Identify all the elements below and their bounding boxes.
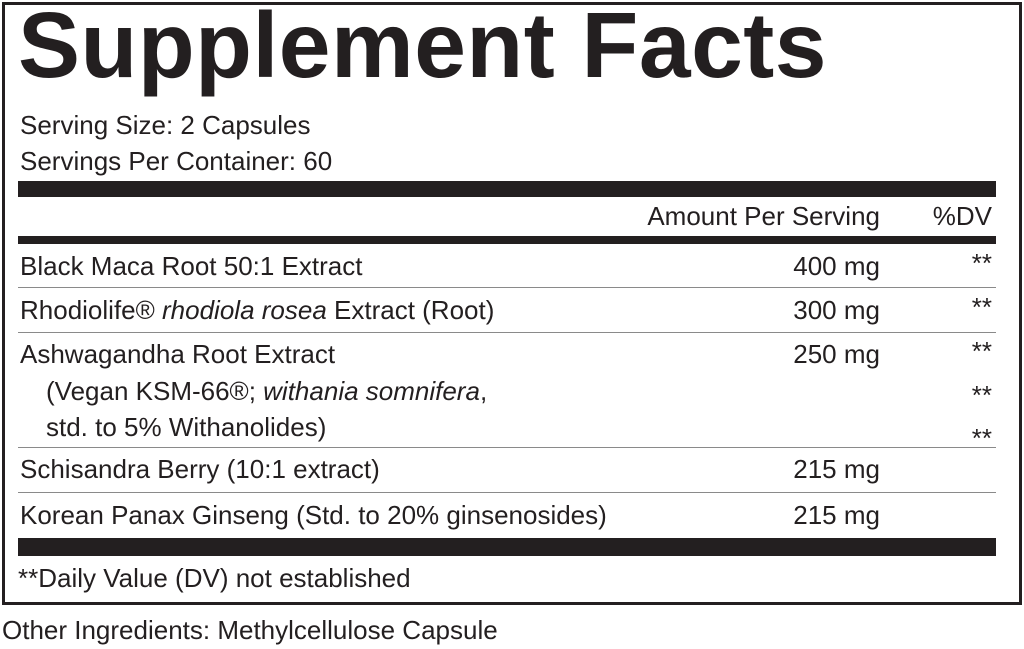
- ingredient-amount: 215 mg: [793, 500, 880, 530]
- row-divider: [18, 447, 996, 448]
- ingredient-detail: (Vegan KSM-66®; withania somnifera,: [46, 376, 487, 406]
- ingredient-detail: std. to 5% Withanolides): [46, 412, 327, 442]
- detail-italic: withania somnifera: [263, 376, 480, 406]
- ingredient-amount: 400 mg: [793, 251, 880, 281]
- name-italic: rhodiola rosea: [162, 295, 327, 325]
- thick-divider: [18, 538, 996, 556]
- ingredient-dv: **: [971, 248, 992, 278]
- ingredient-name: Ashwagandha Root Extract: [20, 339, 336, 369]
- supplement-facts-panel: [2, 2, 1022, 605]
- row-divider: [18, 492, 996, 493]
- medium-divider: [18, 236, 996, 244]
- ingredient-amount: 300 mg: [793, 295, 880, 325]
- ingredient-amount: 250 mg: [793, 339, 880, 369]
- ingredient-dv: **: [971, 380, 992, 410]
- row-divider: [18, 332, 996, 333]
- other-ingredients: Other Ingredients: Methylcellulose Capsu…: [2, 615, 498, 645]
- ingredient-name: Rhodiolife® rhodiola rosea Extract (Root…: [20, 295, 494, 325]
- servings-per-container: Servings Per Container: 60: [20, 146, 333, 176]
- detail-part: (Vegan KSM-66®;: [46, 376, 264, 406]
- serving-size: Serving Size: 2 Capsules: [20, 110, 311, 140]
- thick-divider: [18, 181, 996, 197]
- row-divider: [18, 287, 996, 288]
- ingredient-amount: 215 mg: [793, 454, 880, 484]
- dv-header: %DV: [932, 201, 992, 231]
- panel-title: Supplement Facts: [18, 0, 827, 97]
- ingredient-name: Black Maca Root 50:1 Extract: [20, 251, 363, 281]
- detail-part: ,: [479, 376, 488, 406]
- ingredient-name: Schisandra Berry (10:1 extract): [20, 454, 380, 484]
- footnote: **Daily Value (DV) not established: [18, 563, 411, 593]
- ingredient-dv: **: [971, 423, 992, 453]
- name-part: Extract (Root): [326, 295, 495, 325]
- amount-header: Amount Per Serving: [647, 201, 880, 231]
- name-part: Rhodiolife®: [20, 295, 163, 325]
- ingredient-dv: **: [971, 292, 992, 322]
- ingredient-name: Korean Panax Ginseng (Std. to 20% ginsen…: [20, 500, 607, 530]
- ingredient-dv: **: [971, 336, 992, 366]
